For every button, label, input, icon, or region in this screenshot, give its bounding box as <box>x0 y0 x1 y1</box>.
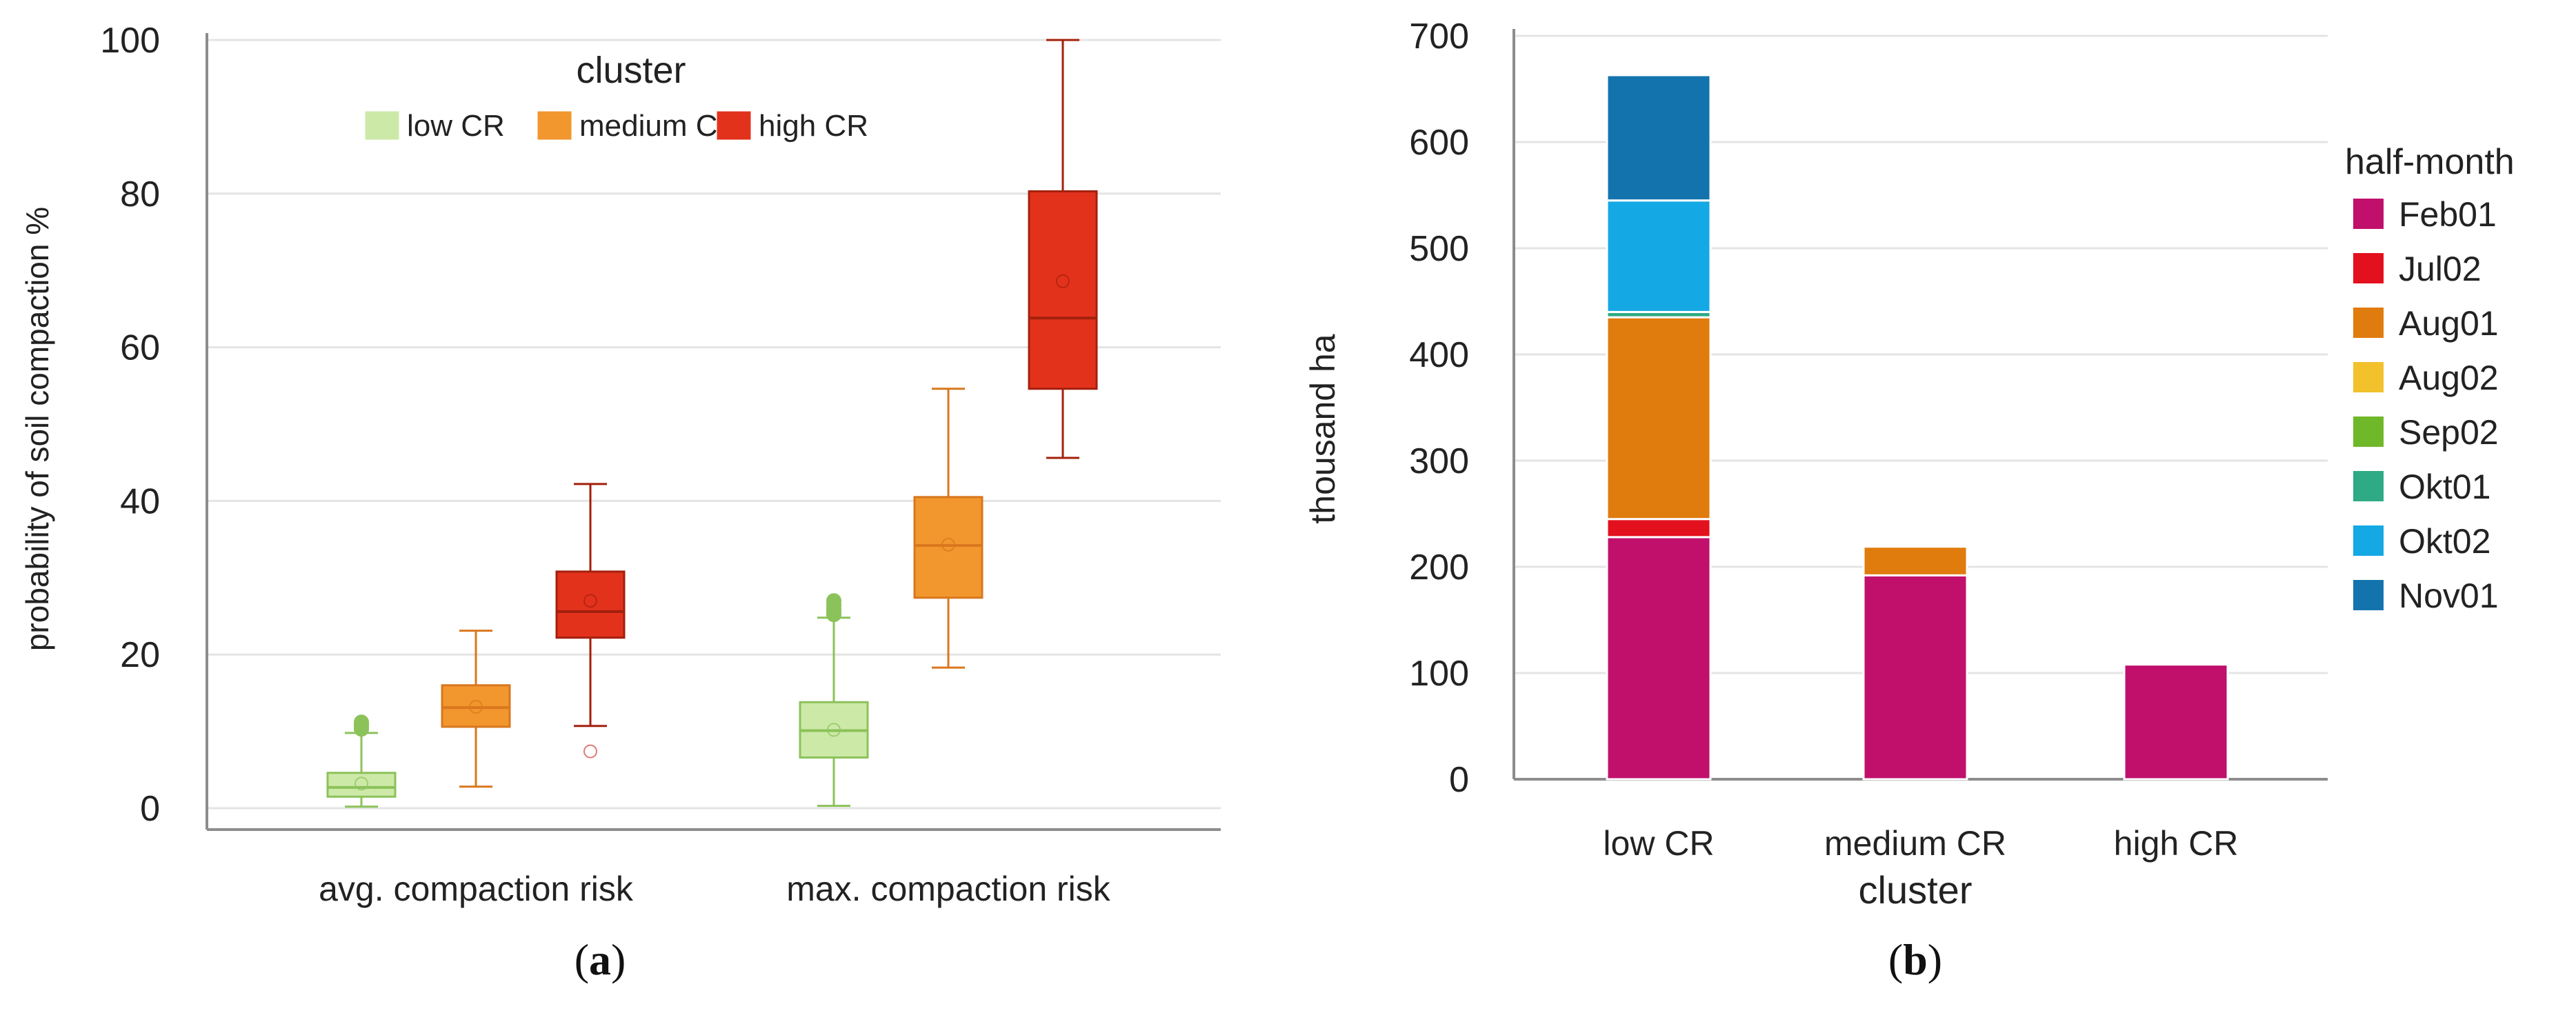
legend-label: high CR <box>759 109 868 143</box>
legend-swatch <box>717 111 751 140</box>
panel-caption-a: (a) <box>575 935 626 984</box>
y-tick-label: 20 <box>120 635 160 675</box>
box-high-cr <box>555 483 626 759</box>
bar-segment-okt02 <box>1606 199 1712 313</box>
bar-segment-aug01 <box>1606 316 1712 521</box>
legend-label: medium CR <box>579 109 739 143</box>
caption-paren-open: ( <box>575 935 589 984</box>
legend-swatch <box>2353 417 2384 447</box>
legend-label: Aug01 <box>2399 304 2499 343</box>
outlier-point <box>583 744 597 759</box>
legend-swatch <box>2353 471 2384 501</box>
legend-label: Sep02 <box>2399 413 2499 452</box>
mean-marker <box>1056 274 1070 288</box>
x-category-label: high CR <box>2114 824 2239 863</box>
mean-marker <box>941 537 955 552</box>
bar-segment-feb01 <box>2123 663 2229 781</box>
x-category-label: max. compaction risk <box>786 870 1111 908</box>
y-tick-label: 60 <box>120 328 160 368</box>
legend-swatch <box>2353 362 2384 392</box>
box-iqr <box>441 684 511 728</box>
mean-marker <box>583 594 597 608</box>
legend-label: Okt01 <box>2399 468 2490 506</box>
y-tick-label: 700 <box>1409 17 1469 57</box>
y-tick-label: 600 <box>1409 123 1469 163</box>
legend-label: Aug02 <box>2399 359 2499 397</box>
legend-swatch <box>2353 199 2384 229</box>
mean-marker <box>827 723 841 737</box>
x-category-label: avg. compaction risk <box>319 870 634 908</box>
box-iqr <box>1028 190 1098 390</box>
caption-paren-open: ( <box>1888 935 1903 984</box>
x-category-label: medium CR <box>1824 824 2006 863</box>
legend-title: cluster <box>576 50 686 91</box>
legend-title: half-month <box>2345 142 2515 182</box>
y-tick-label: 300 <box>1409 441 1469 481</box>
mean-marker <box>469 699 483 714</box>
bar-segment-feb01 <box>1862 574 1968 781</box>
bar-segment-feb01 <box>1606 536 1712 781</box>
y-tick-label: 40 <box>120 481 160 521</box>
outlier-point <box>354 714 369 730</box>
x-category-label: low CR <box>1603 824 1714 863</box>
box-iqr <box>326 772 397 798</box>
y-tick-label: 100 <box>100 21 160 61</box>
legend-label: Okt02 <box>2399 522 2490 561</box>
box-medium-cr <box>441 630 511 788</box>
legend-label: Feb01 <box>2399 195 2497 234</box>
box-low-cr <box>326 714 397 808</box>
box-iqr <box>913 496 984 599</box>
legend-swatch <box>537 111 572 140</box>
box-medium-cr <box>913 388 984 669</box>
y-tick-label: 500 <box>1409 229 1469 269</box>
outlier-point <box>826 593 841 609</box>
box-high-cr <box>1028 39 1098 459</box>
y-axis-label: probability of soil compaction % <box>19 207 55 651</box>
legend-swatch <box>2353 580 2384 610</box>
legend-label: Jul02 <box>2399 250 2482 288</box>
caption-paren-close: ) <box>1928 935 1942 984</box>
legend-swatch <box>2353 525 2384 556</box>
y-tick-label: 0 <box>140 789 160 829</box>
legend-swatch <box>365 111 399 140</box>
caption-paren-close: ) <box>611 935 626 984</box>
y-tick-label: 80 <box>120 174 160 214</box>
bar-segment-jul02 <box>1606 518 1712 539</box>
stacked-bar-panel-b: 0 100 200 300 400 500 600 700 thousand ha low CR m… <box>1304 17 2515 984</box>
caption-letter: b <box>1903 935 1928 984</box>
panel-caption-b: (b) <box>1888 935 1942 984</box>
y-tick-label: 200 <box>1409 548 1469 588</box>
legend-swatch <box>2353 253 2384 283</box>
legend-swatch <box>2353 308 2384 338</box>
legend-label: Nov01 <box>2399 576 2499 615</box>
mean-marker <box>355 776 368 791</box>
box-plot-panel-a: 0 20 40 60 80 100 probability of soil compacti… <box>19 21 1221 984</box>
caption-letter: a <box>589 935 611 984</box>
y-tick-label: 400 <box>1409 335 1469 375</box>
y-tick-label: 100 <box>1409 654 1469 694</box>
bar-segment-nov01 <box>1606 74 1712 202</box>
legend-label: low CR <box>407 109 505 143</box>
y-axis-label: thousand ha <box>1304 334 1342 523</box>
box-low-cr <box>799 593 869 808</box>
bar-segment-aug01 <box>1862 545 1968 576</box>
y-tick-label: 0 <box>1449 760 1469 800</box>
x-axis-label: cluster <box>1859 868 1973 912</box>
box-iqr <box>555 570 626 639</box>
